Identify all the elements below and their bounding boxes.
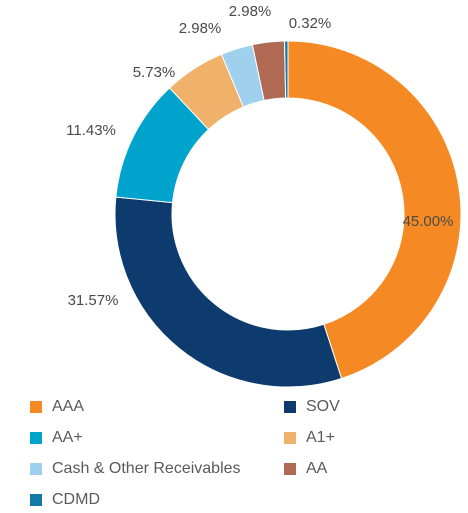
- legend-swatch-aaa: [30, 401, 42, 413]
- donut-slices: [114, 40, 462, 388]
- legend-item-aa: AA: [284, 460, 327, 478]
- legend-item-aa-plus: AA+: [30, 429, 83, 447]
- slice-aaa: [287, 40, 462, 380]
- donut-chart: 45.00% 31.57% 11.43% 5.73% 2.98% 2.98% 0.32%: [66, 3, 462, 388]
- slice-cdmd: [284, 40, 289, 99]
- legend-label-a1-plus: A1+: [306, 429, 335, 446]
- legend-item-a1-plus: A1+: [284, 429, 335, 447]
- legend-item-aaa: AAA: [30, 398, 84, 416]
- legend-swatch-aa: [284, 463, 296, 475]
- legend-swatch-sov: [284, 401, 296, 413]
- legend-label-cdmd: CDMD: [52, 491, 100, 508]
- legend-swatch-cash: [30, 463, 42, 475]
- slice-label-sov: 31.57%: [68, 292, 119, 309]
- slice-label-aaa: 45.00%: [403, 213, 454, 230]
- legend-label-aa: AA: [306, 460, 328, 477]
- slice-label-aa-: 11.43%: [66, 122, 116, 139]
- slice-label-cash-other-receivables: 2.98%: [179, 20, 222, 37]
- legend-label-sov: SOV: [306, 398, 340, 415]
- slice-label-aa: 2.98%: [229, 3, 272, 20]
- legend-label-cash: Cash & Other Receivables: [52, 460, 241, 477]
- legend-label-aa-plus: AA+: [52, 429, 83, 446]
- slice-label-cdmd: 0.32%: [289, 15, 332, 32]
- legend-item-cdmd: CDMD: [30, 491, 100, 509]
- slice-label-a1-: 5.73%: [133, 64, 176, 81]
- legend-label-aaa: AAA: [52, 398, 85, 415]
- slice-sov: [114, 196, 343, 388]
- legend-swatch-aa-plus: [30, 432, 42, 444]
- legend-item-cash: Cash & Other Receivables: [30, 460, 241, 478]
- slice-labels: 45.00% 31.57% 11.43% 5.73% 2.98% 2.98% 0.32%: [66, 3, 453, 309]
- legend-swatch-a1-plus: [284, 432, 296, 444]
- legend-swatch-cdmd: [30, 494, 42, 506]
- legend-item-sov: SOV: [284, 398, 340, 416]
